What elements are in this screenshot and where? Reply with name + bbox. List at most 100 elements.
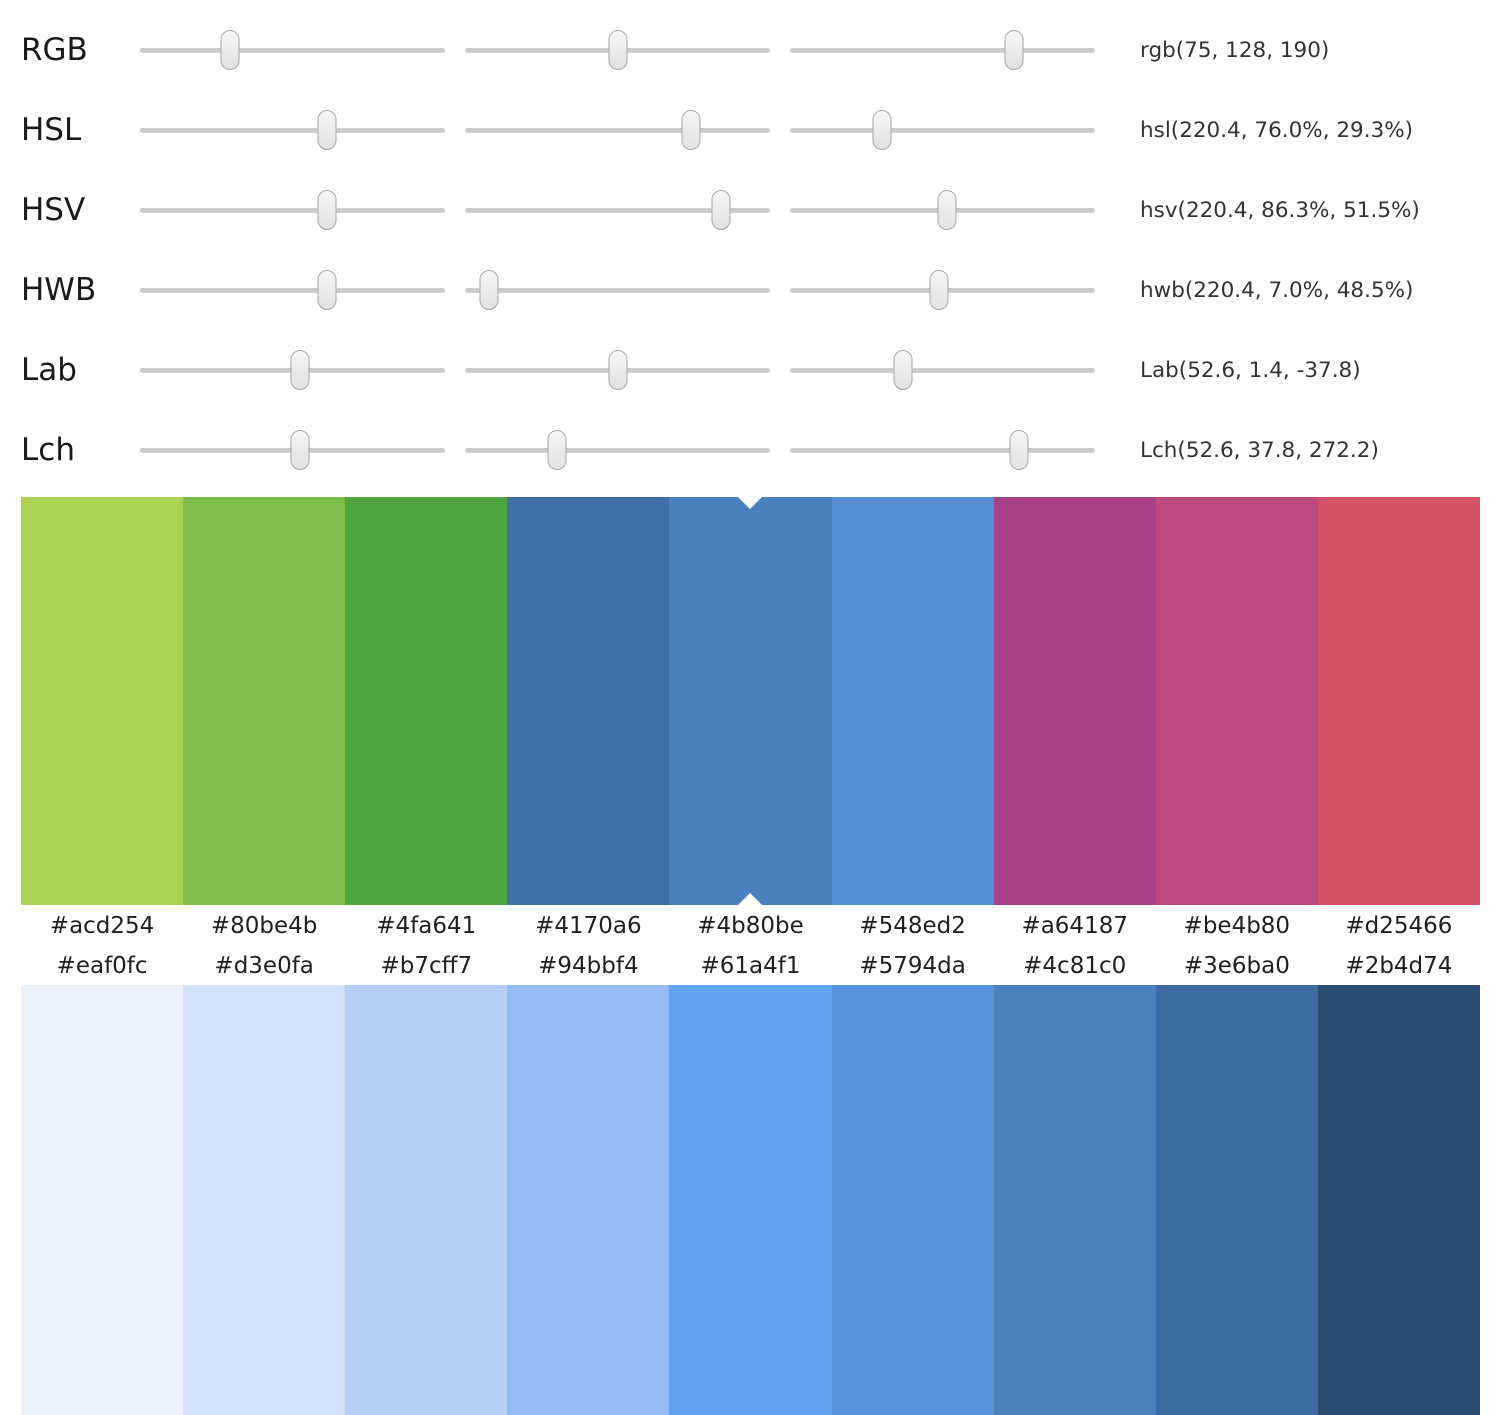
palette-hex-label: #4b80be <box>697 913 804 939</box>
hwb-slider-3[interactable] <box>790 258 1095 322</box>
palette-hex-label-row: #acd254 #80be4b #4fa641 #4170a6 #4b80be #548e… <box>21 905 1480 947</box>
palette-hex-label: #d25466 <box>1345 913 1453 939</box>
slider-track[interactable] <box>140 127 445 133</box>
slider-track[interactable] <box>140 207 445 213</box>
selected-marker-top <box>738 497 763 509</box>
slider-thumb[interactable] <box>711 190 731 230</box>
scale-swatch-4c81c0[interactable] <box>993 985 1156 1415</box>
slider-thumb[interactable] <box>317 270 337 310</box>
slider-track[interactable] <box>790 367 1095 373</box>
scale-hex-label: #5794da <box>859 953 966 979</box>
scale-swatch-eaf0fc[interactable] <box>21 985 184 1415</box>
palette-swatch-80be4b[interactable] <box>183 497 346 905</box>
slider-track[interactable] <box>790 47 1095 53</box>
slider-thumb[interactable] <box>608 30 627 70</box>
slider-thumb[interactable] <box>220 30 240 70</box>
hsl-slider-3[interactable] <box>790 98 1095 162</box>
slider-row-hsl: HSL hsl(220.4, 76.0%, 29.3%) <box>21 90 1501 170</box>
palette-swatch-a64187[interactable] <box>993 497 1156 905</box>
slider-thumb[interactable] <box>479 270 499 310</box>
rgb-slider-3[interactable] <box>790 18 1095 82</box>
slider-thumb[interactable] <box>608 350 627 390</box>
slider-row-hwb: HWB hwb(220.4, 7.0%, 48.5%) <box>21 250 1501 330</box>
scale-swatch-b7cff7[interactable] <box>345 985 508 1415</box>
palette-swatch-row <box>21 497 1480 905</box>
rgb-slider-1[interactable] <box>140 18 445 82</box>
slider-thumb[interactable] <box>290 430 310 470</box>
slider-thumb[interactable] <box>681 110 701 150</box>
palette-swatch-acd254[interactable] <box>21 497 184 905</box>
color-value-lab: Lab(52.6, 1.4, -37.8) <box>1140 357 1361 383</box>
lab-slider-2[interactable] <box>465 338 770 402</box>
scale-swatch-3e6ba0[interactable] <box>1155 985 1318 1415</box>
colorspace-label-hsl: HSL <box>21 112 82 148</box>
slider-track[interactable] <box>140 287 445 293</box>
scale-hex-label: #4c81c0 <box>1023 953 1127 979</box>
slider-thumb[interactable] <box>290 350 309 390</box>
colorspace-label-rgb: RGB <box>21 32 88 68</box>
slider-track[interactable] <box>465 207 770 213</box>
lab-slider-1[interactable] <box>140 338 445 402</box>
slider-track[interactable] <box>140 47 445 53</box>
color-sliders-panel: RGB rgb(75, 128, 190) HSL hsl(220.4, 76.0%,… <box>0 0 1501 490</box>
slider-row-hsv: HSV hsv(220.4, 86.3%, 51.5%) <box>21 170 1501 250</box>
slider-thumb[interactable] <box>1009 430 1029 470</box>
palette-swatch-4170a6[interactable] <box>507 497 670 905</box>
palette-hex-label: #80be4b <box>210 913 318 939</box>
lab-slider-3[interactable] <box>790 338 1095 402</box>
scale-hex-label: #eaf0fc <box>56 953 148 979</box>
lch-slider-2[interactable] <box>465 418 770 482</box>
color-value-rgb: rgb(75, 128, 190) <box>1140 37 1330 63</box>
slider-thumb[interactable] <box>929 270 949 310</box>
scale-swatch-row <box>21 985 1480 1415</box>
hsv-slider-3[interactable] <box>790 178 1095 242</box>
rgb-slider-2[interactable] <box>465 18 770 82</box>
scale-hex-label-row: #eaf0fc #d3e0fa #b7cff7 #94bbf4 #61a4f1 #5794… <box>21 947 1480 985</box>
slider-thumb[interactable] <box>317 110 337 150</box>
scale-swatch-5794da[interactable] <box>831 985 994 1415</box>
color-value-lch: Lch(52.6, 37.8, 272.2) <box>1140 437 1379 463</box>
slider-track[interactable] <box>465 287 770 293</box>
slider-row-lch: Lch Lch(52.6, 37.8, 272.2) <box>21 410 1501 490</box>
scale-swatch-94bbf4[interactable] <box>507 985 670 1415</box>
colorspace-label-hsv: HSV <box>21 192 86 228</box>
palette-hex-label: #4fa641 <box>376 913 477 939</box>
palette-hex-label: #a64187 <box>1021 913 1128 939</box>
scale-hex-label: #61a4f1 <box>700 953 801 979</box>
scale-hex-label: #b7cff7 <box>380 953 473 979</box>
slider-track[interactable] <box>465 447 770 453</box>
scale-swatch-61a4f1[interactable] <box>669 985 832 1415</box>
scale-swatch-2b4d74[interactable] <box>1317 985 1480 1415</box>
slider-track[interactable] <box>790 127 1095 133</box>
hsv-slider-2[interactable] <box>465 178 770 242</box>
slider-row-lab: Lab Lab(52.6, 1.4, -37.8) <box>21 330 1501 410</box>
scale-hex-label: #94bbf4 <box>538 953 639 979</box>
palette-swatch-4b80be[interactable] <box>669 497 832 905</box>
scale-swatch-d3e0fa[interactable] <box>183 985 346 1415</box>
slider-row-rgb: RGB rgb(75, 128, 190) <box>21 10 1501 90</box>
slider-thumb[interactable] <box>893 350 913 390</box>
palette-swatch-4fa641[interactable] <box>345 497 508 905</box>
slider-thumb[interactable] <box>1004 30 1024 70</box>
selected-marker-bottom <box>738 893 763 905</box>
slider-thumb[interactable] <box>872 110 891 150</box>
colorspace-label-lch: Lch <box>21 432 75 468</box>
hwb-slider-2[interactable] <box>465 258 770 322</box>
scale-hex-label: #3e6ba0 <box>1183 953 1290 979</box>
slider-thumb[interactable] <box>547 430 567 470</box>
color-value-hwb: hwb(220.4, 7.0%, 48.5%) <box>1140 277 1414 303</box>
hsl-slider-1[interactable] <box>140 98 445 162</box>
lch-slider-1[interactable] <box>140 418 445 482</box>
hsv-slider-1[interactable] <box>140 178 445 242</box>
palette-swatch-be4b80[interactable] <box>1155 497 1318 905</box>
lch-slider-3[interactable] <box>790 418 1095 482</box>
slider-track[interactable] <box>790 447 1095 453</box>
slider-track[interactable] <box>465 127 770 133</box>
slider-thumb[interactable] <box>317 190 337 230</box>
hsl-slider-2[interactable] <box>465 98 770 162</box>
slider-thumb[interactable] <box>937 190 957 230</box>
palette-swatch-548ed2[interactable] <box>831 497 994 905</box>
hwb-slider-1[interactable] <box>140 258 445 322</box>
palette-swatch-d25466[interactable] <box>1317 497 1480 905</box>
